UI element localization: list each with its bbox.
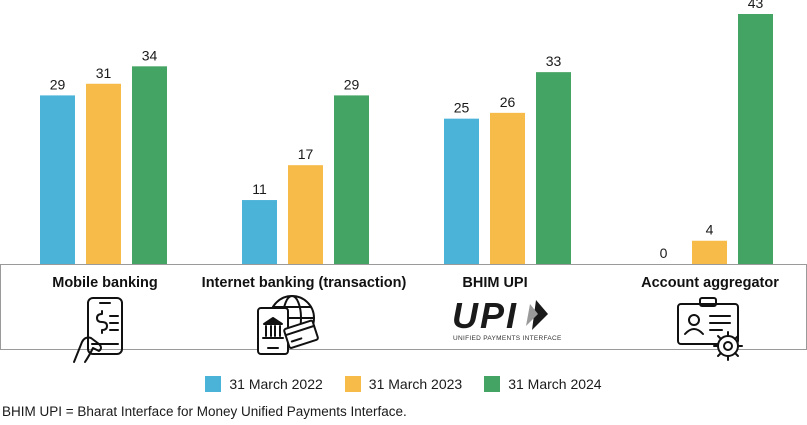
legend-swatch-1 bbox=[344, 376, 361, 392]
bar-3-2 bbox=[738, 14, 773, 264]
bar-1-2 bbox=[334, 95, 369, 264]
legend: 31 March 2022 31 March 2023 31 March 2024 bbox=[0, 372, 807, 396]
value-label-2-2: 33 bbox=[546, 53, 562, 69]
value-label-2-0: 25 bbox=[454, 100, 470, 116]
account-aggregator-icon bbox=[677, 297, 743, 361]
bar-1-0 bbox=[242, 200, 277, 264]
legend-item-1: 31 March 2023 bbox=[344, 376, 463, 392]
category-label-3: Account aggregator bbox=[641, 275, 779, 291]
bar-2-2 bbox=[536, 72, 571, 265]
bar-0-0 bbox=[40, 95, 75, 264]
bar-1-1 bbox=[288, 165, 323, 264]
bar-chart: 29 31 34 11 17 29 25 26 33 0 4 43 Mobile banking Int… bbox=[0, 0, 807, 363]
value-label-1-0: 11 bbox=[252, 181, 267, 197]
legend-item-0: 31 March 2022 bbox=[205, 376, 323, 392]
legend-item-2: 31 March 2024 bbox=[484, 376, 602, 392]
bar-2-0 bbox=[444, 118, 479, 265]
value-label-3-1: 4 bbox=[706, 222, 714, 238]
bars-layer bbox=[40, 14, 773, 265]
value-label-0-0: 29 bbox=[50, 76, 66, 92]
footnote: BHIM UPI = Bharat Interface for Money Un… bbox=[2, 404, 407, 419]
category-label-1: Internet banking (transaction) bbox=[202, 275, 407, 291]
legend-swatch-2 bbox=[484, 376, 501, 392]
category-label-0: Mobile banking bbox=[52, 275, 158, 291]
value-label-0-1: 31 bbox=[96, 65, 112, 81]
upi-logo-icon: UPI UNIFIED PAYMENTS INTERFACE bbox=[452, 295, 562, 342]
value-label-3-2: 43 bbox=[748, 0, 764, 11]
value-label-0-2: 34 bbox=[142, 47, 158, 63]
legend-label-2: 31 March 2024 bbox=[508, 376, 602, 392]
bar-3-1 bbox=[692, 240, 727, 264]
value-label-1-1: 17 bbox=[298, 146, 314, 162]
svg-text:UNIFIED PAYMENTS INTERFACE: UNIFIED PAYMENTS INTERFACE bbox=[453, 335, 562, 342]
mobile-banking-icon bbox=[73, 297, 123, 363]
internet-banking-icon bbox=[257, 295, 319, 355]
bar-0-1 bbox=[86, 83, 121, 264]
category-labels-layer: Mobile banking Internet banking (transact… bbox=[52, 275, 779, 291]
category-label-2: BHIM UPI bbox=[462, 275, 527, 291]
value-label-1-2: 29 bbox=[344, 76, 360, 92]
bar-2-1 bbox=[490, 112, 525, 264]
svg-text:UPI: UPI bbox=[452, 295, 518, 336]
legend-label-0: 31 March 2022 bbox=[229, 376, 323, 392]
value-label-2-1: 26 bbox=[500, 94, 516, 110]
bar-0-2 bbox=[132, 66, 167, 264]
legend-label-1: 31 March 2023 bbox=[368, 376, 463, 392]
value-label-3-0: 0 bbox=[660, 245, 668, 261]
legend-swatch-0 bbox=[205, 376, 222, 392]
value-labels-layer: 29 31 34 11 17 29 25 26 33 0 4 43 bbox=[50, 0, 764, 261]
